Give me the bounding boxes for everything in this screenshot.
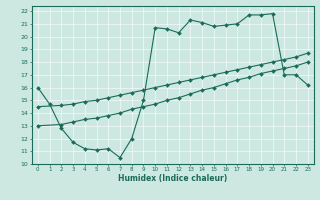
X-axis label: Humidex (Indice chaleur): Humidex (Indice chaleur) xyxy=(118,174,228,183)
